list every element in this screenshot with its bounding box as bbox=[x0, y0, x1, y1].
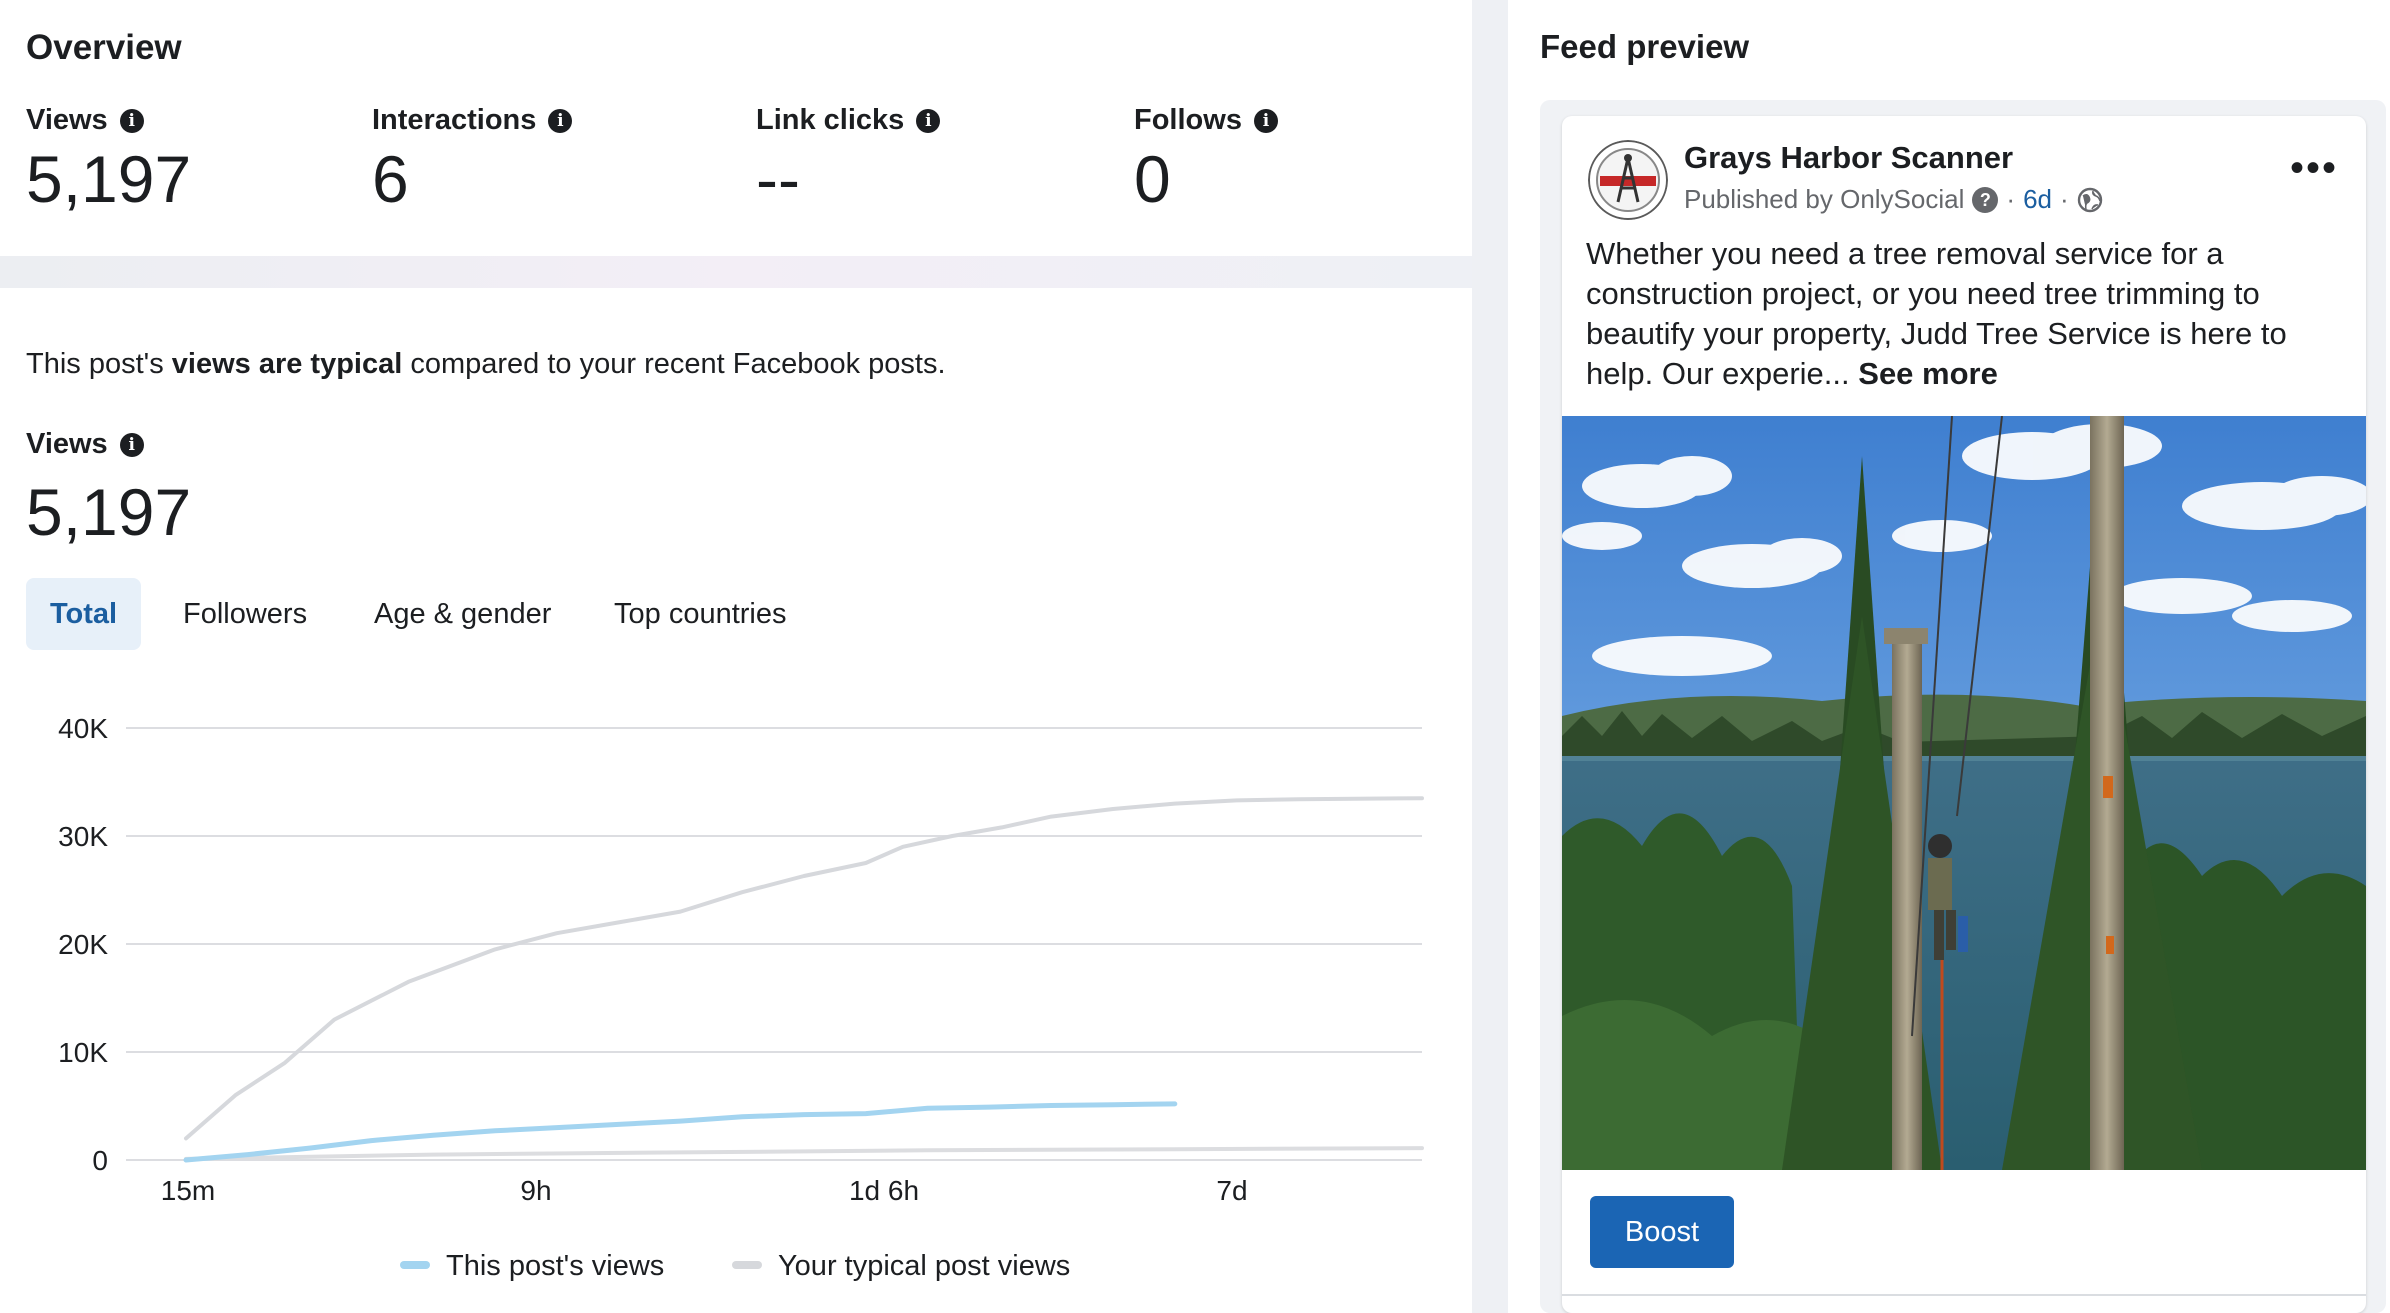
metric-label: Interactions bbox=[372, 104, 537, 136]
globe-icon bbox=[2077, 187, 2102, 212]
metric-label: Follows bbox=[1134, 104, 1242, 136]
post-text: Whether you need a tree removal service … bbox=[1586, 234, 2346, 394]
metric-interactions: Interactions i 6 bbox=[372, 104, 573, 216]
tab-top-countries[interactable]: Top countries bbox=[614, 598, 787, 630]
metric-value: 0 bbox=[1134, 142, 1171, 216]
metric-views: Views i 5,197 bbox=[26, 104, 191, 214]
tab-total[interactable]: Total bbox=[26, 578, 142, 650]
x-tick-label: 9h bbox=[520, 1175, 551, 1206]
summary-bold: views are typical bbox=[171, 348, 403, 380]
summary-suffix: compared to your recent Facebook posts. bbox=[402, 348, 946, 380]
series-line-this-post bbox=[183, 1101, 1178, 1163]
card-divider bbox=[1562, 1294, 2366, 1296]
section-divider bbox=[0, 256, 1472, 288]
y-tick-label: 30K bbox=[58, 821, 108, 852]
info-icon[interactable]: i bbox=[1253, 108, 1278, 133]
info-icon[interactable]: i bbox=[548, 108, 573, 133]
summary-prefix: This post's bbox=[26, 348, 172, 380]
legend-label[interactable]: Your typical post views bbox=[778, 1250, 1070, 1282]
info-icon[interactable]: i bbox=[119, 108, 144, 133]
info-icon[interactable]: i bbox=[119, 432, 144, 457]
legend-swatch bbox=[732, 1261, 762, 1269]
y-tick-label: 20K bbox=[58, 929, 108, 960]
metric-value: 6 bbox=[372, 142, 409, 216]
views-value: 5,197 bbox=[26, 475, 192, 549]
chart-legend: This post's views Your typical post views bbox=[400, 1250, 1070, 1282]
metric-value: 5,197 bbox=[26, 142, 192, 216]
metric-label: Link clicks bbox=[756, 104, 905, 136]
tab-followers[interactable]: Followers bbox=[183, 598, 308, 630]
metric-label: Views bbox=[26, 104, 108, 136]
overview-title: Overview bbox=[26, 28, 182, 67]
legend-swatch bbox=[400, 1261, 430, 1269]
metric-value: -- bbox=[756, 142, 800, 216]
tab-age-gender[interactable]: Age & gender bbox=[374, 598, 552, 630]
chart-series bbox=[183, 796, 1424, 1163]
series-line-typical bbox=[184, 796, 1424, 1141]
post-image[interactable] bbox=[1562, 416, 2366, 1170]
y-tick-label: 10K bbox=[58, 1037, 108, 1068]
page-name[interactable]: Grays Harbor Scanner bbox=[1684, 140, 2014, 175]
x-tick-label: 1d 6h bbox=[849, 1175, 919, 1206]
overview-card bbox=[0, 0, 1472, 256]
x-tick-label: 15m bbox=[161, 1175, 215, 1206]
views-label-text: Views bbox=[26, 428, 108, 460]
question-icon[interactable]: ? bbox=[1972, 186, 1999, 213]
published-line: Published by OnlySocial ? · 6d · bbox=[1684, 184, 2103, 215]
published-by: Published by OnlySocial bbox=[1684, 184, 1965, 214]
legend-label[interactable]: This post's views bbox=[446, 1250, 664, 1282]
boost-button[interactable]: Boost bbox=[1590, 1196, 1734, 1268]
metric-follows: Follows i 0 bbox=[1134, 104, 1278, 214]
typical-summary: This post's views are typical compared t… bbox=[26, 348, 946, 381]
y-tick-label: 40K bbox=[58, 713, 108, 744]
see-more-link[interactable]: See more bbox=[1858, 356, 1998, 391]
more-dots-icon[interactable]: ••• bbox=[2290, 146, 2339, 190]
post-body: Whether you need a tree removal service … bbox=[1586, 236, 2287, 391]
post-age-link[interactable]: 6d bbox=[2023, 184, 2052, 214]
metric-link-clicks: Link clicks i -- bbox=[756, 104, 941, 216]
views-label: Views i bbox=[26, 428, 144, 461]
page-avatar[interactable] bbox=[1588, 140, 1668, 220]
chart-grid: 40K 30K 20K 10K 0 15m 9h 1d 6h 7d bbox=[58, 713, 1422, 1206]
feed-preview-title: Feed preview bbox=[1540, 28, 1750, 65]
y-tick-label: 0 bbox=[92, 1145, 108, 1176]
x-tick-label: 7d bbox=[1216, 1175, 1247, 1206]
info-icon[interactable]: i bbox=[916, 108, 941, 133]
column-gutter bbox=[1472, 0, 1508, 1313]
series-line-baseline bbox=[184, 1146, 1424, 1161]
views-line-chart: 40K 30K 20K 10K 0 15m 9h 1d 6h 7d This post's vi… bbox=[58, 713, 1424, 1282]
